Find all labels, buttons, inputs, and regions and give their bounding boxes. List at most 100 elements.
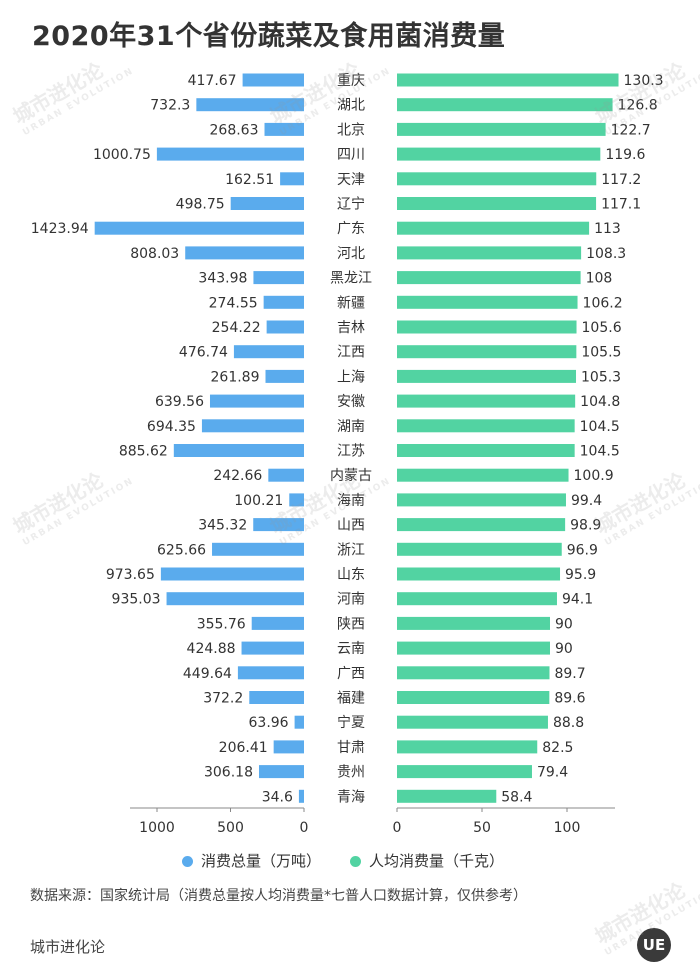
data-label-per-capita: 119.6 (605, 147, 645, 163)
legend-label-total: 消费总量（万吨） (201, 852, 322, 870)
category-label: 甘肃 (337, 740, 365, 756)
category-label: 湖南 (337, 419, 365, 435)
bar-per-capita (397, 542, 562, 556)
data-label-total: 343.98 (198, 271, 247, 287)
data-label-total: 261.89 (211, 369, 260, 385)
legend-swatch-per-capita (350, 856, 361, 867)
bar-per-capita (397, 765, 532, 779)
category-label: 海南 (337, 493, 365, 509)
bar-per-capita (397, 345, 577, 359)
data-label-per-capita: 104.8 (580, 394, 620, 410)
data-label-per-capita: 106.2 (583, 295, 623, 311)
category-label: 重庆 (337, 73, 365, 89)
data-label-per-capita: 105.6 (582, 320, 622, 336)
bar-total (289, 493, 304, 507)
category-label: 青海 (337, 789, 365, 805)
bar-per-capita (397, 221, 590, 235)
data-label-total: 498.75 (176, 197, 225, 213)
category-label: 辽宁 (337, 196, 365, 213)
data-label-total: 424.88 (187, 641, 236, 657)
category-label: 新疆 (337, 295, 365, 311)
bar-total (196, 98, 304, 112)
bar-total (173, 444, 304, 457)
data-label-total: 1423.94 (31, 221, 89, 237)
data-label-per-capita: 100.9 (574, 468, 614, 484)
data-label-total: 417.67 (188, 73, 237, 89)
data-label-total: 732.3 (150, 98, 190, 114)
category-label: 四川 (337, 147, 365, 163)
bar-total (298, 789, 304, 803)
category-label: 北京 (337, 122, 365, 138)
data-label-total: 973.65 (106, 567, 155, 583)
data-label-total: 306.18 (204, 765, 253, 781)
bar-total (94, 221, 304, 235)
bar-per-capita (397, 493, 566, 507)
legend-item-total: 消费总量（万吨） (182, 850, 321, 871)
data-label-total: 449.64 (183, 666, 232, 682)
data-label-total: 345.32 (198, 518, 247, 534)
bar-per-capita (397, 789, 497, 803)
bar-total (251, 616, 304, 630)
bar-total (266, 320, 304, 334)
category-label: 上海 (337, 369, 365, 385)
bar-total (230, 197, 304, 210)
data-label-total: 639.56 (155, 394, 204, 410)
data-label-per-capita: 117.2 (601, 172, 641, 188)
tick-label-per-capita: 100 (554, 820, 581, 836)
bar-total (264, 122, 304, 136)
data-label-per-capita: 104.5 (580, 419, 620, 435)
data-label-per-capita: 90 (555, 616, 573, 632)
bar-per-capita (397, 98, 613, 112)
bar-per-capita (397, 616, 550, 630)
bar-per-capita (397, 197, 597, 210)
bar-total (233, 345, 304, 359)
data-label-total: 694.35 (147, 419, 196, 435)
data-label-total: 476.74 (179, 345, 228, 361)
bar-per-capita (397, 73, 619, 87)
data-label-per-capita: 117.1 (601, 197, 641, 213)
category-label: 福建 (337, 691, 365, 707)
bar-total (294, 715, 304, 729)
bar-total (185, 246, 304, 260)
legend-label-per-capita: 人均消费量（千克） (369, 852, 505, 870)
data-label-per-capita: 89.7 (554, 666, 585, 682)
bar-per-capita (397, 691, 550, 704)
data-label-per-capita: 96.9 (567, 542, 598, 558)
data-label-total: 254.22 (212, 320, 261, 336)
data-label-total: 268.63 (210, 122, 259, 138)
legend-swatch-total (182, 856, 193, 867)
data-label-total: 372.2 (203, 691, 243, 707)
category-label: 天津 (337, 172, 365, 188)
bar-total (253, 518, 304, 532)
bar-total (237, 666, 304, 680)
brand-logo: UE (637, 928, 671, 962)
bar-per-capita (397, 320, 577, 334)
category-label: 安徽 (337, 394, 365, 410)
data-label-total: 355.76 (197, 616, 246, 632)
bar-total (156, 147, 304, 161)
category-label: 浙江 (337, 542, 365, 558)
category-label: 黑龙江 (330, 271, 372, 287)
data-label-total: 34.6 (262, 789, 293, 805)
bar-per-capita (397, 666, 550, 680)
category-label: 江西 (337, 345, 365, 361)
category-label: 吉林 (337, 320, 365, 336)
category-label: 广西 (337, 666, 365, 682)
category-label: 河北 (337, 246, 365, 262)
category-label: 云南 (337, 641, 365, 657)
category-label: 江苏 (337, 444, 365, 460)
bar-per-capita (397, 468, 569, 482)
data-label-total: 1000.75 (93, 147, 151, 163)
data-label-per-capita: 108 (586, 271, 613, 287)
bar-total (212, 542, 304, 556)
bar-per-capita (397, 444, 575, 457)
bar-per-capita (397, 419, 575, 433)
legend-item-per-capita: 人均消费量（千克） (350, 850, 504, 871)
data-label-per-capita: 58.4 (501, 789, 532, 805)
data-label-per-capita: 105.5 (581, 345, 621, 361)
data-label-per-capita: 105.3 (581, 369, 621, 385)
data-label-total: 808.03 (130, 246, 179, 262)
data-label-per-capita: 113 (594, 221, 621, 237)
tick-label-total: 0 (300, 820, 309, 836)
data-label-total: 206.41 (219, 740, 268, 756)
